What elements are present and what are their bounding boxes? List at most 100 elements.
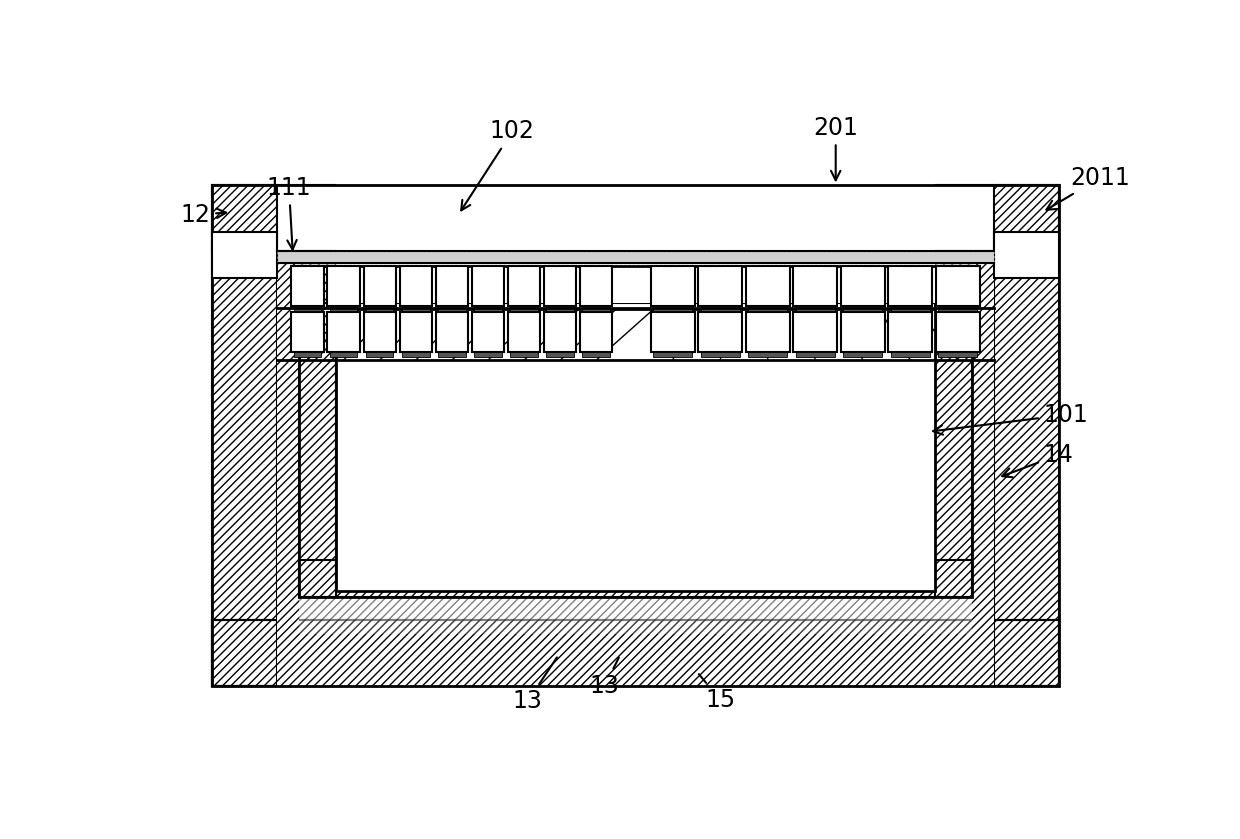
Bar [580, 266, 613, 306]
Bar [299, 266, 972, 303]
Bar [653, 352, 692, 357]
Bar [746, 312, 790, 352]
Bar [748, 306, 787, 311]
Bar [651, 312, 694, 352]
Bar [299, 560, 972, 597]
Bar [935, 266, 972, 597]
Text: 13: 13 [590, 658, 620, 698]
Text: 15: 15 [699, 675, 735, 711]
Bar [278, 251, 993, 263]
Bar [212, 185, 1059, 251]
Text: 12: 12 [181, 203, 226, 227]
Bar [939, 352, 977, 357]
Bar [291, 312, 324, 352]
Bar [701, 306, 740, 311]
Bar [544, 266, 577, 306]
Bar [435, 266, 467, 306]
Bar [653, 306, 692, 311]
Bar [890, 352, 930, 357]
Bar [843, 352, 883, 357]
Bar [363, 266, 396, 306]
Bar [212, 232, 278, 278]
Bar [299, 266, 972, 597]
Bar [278, 634, 993, 685]
Bar [212, 185, 1059, 685]
Bar [939, 306, 977, 311]
Bar [299, 266, 972, 303]
Bar [474, 306, 502, 311]
Bar [299, 266, 336, 597]
Text: 201: 201 [813, 116, 858, 180]
Bar [890, 306, 930, 311]
Bar [330, 306, 357, 311]
Bar [299, 266, 972, 597]
Bar [402, 352, 429, 357]
Text: 13: 13 [513, 658, 557, 713]
Bar [510, 352, 538, 357]
Bar [583, 306, 610, 311]
Bar [212, 620, 1059, 685]
Bar [366, 352, 393, 357]
Bar [794, 312, 837, 352]
Bar [508, 266, 541, 306]
Text: 102: 102 [461, 119, 534, 211]
Bar [402, 306, 429, 311]
Bar [796, 306, 835, 311]
Bar [843, 306, 883, 311]
Bar [399, 266, 432, 306]
Bar [212, 185, 278, 685]
Bar [993, 185, 1059, 685]
Bar [212, 620, 1059, 685]
Bar [889, 312, 932, 352]
Bar [294, 352, 321, 357]
Bar [698, 266, 742, 306]
Bar [366, 306, 393, 311]
Bar [278, 251, 299, 685]
Text: 111: 111 [267, 175, 311, 249]
Text: 101: 101 [934, 403, 1089, 435]
Bar [336, 309, 935, 591]
Bar [936, 312, 980, 352]
Bar [472, 312, 505, 352]
Bar [746, 266, 790, 306]
Bar [474, 352, 502, 357]
Bar [438, 306, 466, 311]
Text: 14: 14 [1002, 443, 1074, 477]
Bar [547, 306, 574, 311]
Bar [435, 312, 467, 352]
Bar [278, 251, 299, 685]
Bar [993, 185, 1059, 685]
Bar [212, 185, 1059, 251]
Bar [472, 266, 505, 306]
Bar [278, 0, 993, 251]
Bar [327, 266, 360, 306]
Bar [993, 232, 1059, 278]
Bar [972, 251, 993, 685]
Bar [841, 312, 884, 352]
Bar [796, 352, 835, 357]
Bar [330, 352, 357, 357]
Bar [363, 312, 396, 352]
Bar [544, 312, 577, 352]
Bar [701, 352, 740, 357]
Bar [972, 251, 993, 685]
Bar [336, 46, 935, 303]
Bar [508, 312, 541, 352]
Bar [936, 266, 980, 306]
Bar [698, 312, 742, 352]
Bar [841, 266, 884, 306]
Bar [212, 185, 278, 685]
Bar [889, 266, 932, 306]
Bar [399, 312, 432, 352]
Bar [299, 266, 336, 597]
Bar [651, 266, 694, 306]
Bar [438, 352, 466, 357]
Bar [583, 352, 610, 357]
Bar [278, 251, 993, 685]
Bar [748, 352, 787, 357]
Bar [935, 266, 972, 597]
Bar [278, 634, 993, 685]
Bar [510, 306, 538, 311]
Bar [327, 312, 360, 352]
Bar [580, 312, 613, 352]
